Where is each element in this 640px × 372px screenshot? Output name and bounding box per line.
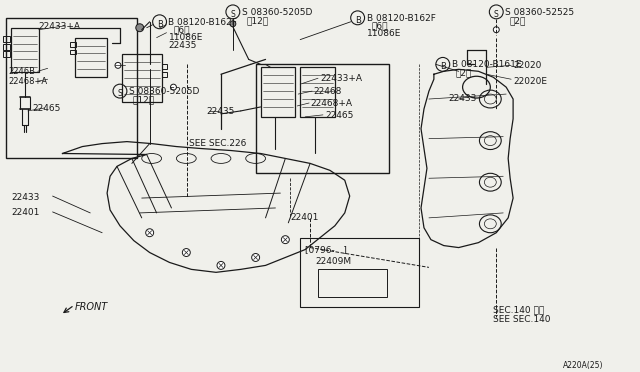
Text: 22465: 22465 bbox=[325, 111, 353, 120]
Text: S 08360-5205D: S 08360-5205D bbox=[129, 87, 199, 96]
Text: S 08360-52525: S 08360-52525 bbox=[505, 8, 574, 17]
Bar bbox=[318, 269, 387, 297]
Text: （2）: （2） bbox=[509, 16, 525, 25]
Bar bbox=[300, 238, 419, 307]
Circle shape bbox=[170, 84, 177, 90]
Text: 22433+A: 22433+A bbox=[39, 22, 81, 31]
Circle shape bbox=[115, 62, 121, 68]
Text: B: B bbox=[440, 62, 445, 71]
Circle shape bbox=[182, 248, 190, 256]
Text: 22435: 22435 bbox=[206, 107, 234, 116]
Text: 22433: 22433 bbox=[11, 193, 40, 202]
Text: SEC.140 参照: SEC.140 参照 bbox=[493, 305, 545, 314]
Text: B: B bbox=[355, 16, 360, 25]
Text: B 08120-B162F: B 08120-B162F bbox=[367, 14, 435, 23]
Bar bbox=[260, 67, 295, 117]
Text: （6）: （6） bbox=[173, 26, 190, 35]
Bar bbox=[3, 36, 10, 42]
Text: 11086E: 11086E bbox=[367, 29, 401, 38]
Text: 11086E: 11086E bbox=[168, 33, 203, 42]
Bar bbox=[3, 44, 10, 49]
Circle shape bbox=[252, 253, 260, 262]
Text: [0796-   ]: [0796- ] bbox=[305, 246, 347, 254]
Bar bbox=[70, 49, 76, 54]
Circle shape bbox=[230, 21, 236, 27]
Text: 22468+A: 22468+A bbox=[310, 99, 352, 108]
Text: SEE SEC.226: SEE SEC.226 bbox=[189, 139, 246, 148]
Text: B: B bbox=[157, 20, 163, 29]
Circle shape bbox=[136, 24, 144, 32]
Text: 22433+A: 22433+A bbox=[320, 74, 362, 83]
Text: S: S bbox=[230, 10, 236, 19]
Text: B 08120-B162F: B 08120-B162F bbox=[168, 18, 237, 27]
Text: SEE SEC.140: SEE SEC.140 bbox=[493, 315, 551, 324]
Circle shape bbox=[217, 262, 225, 269]
Text: 22433: 22433 bbox=[449, 94, 477, 103]
Circle shape bbox=[146, 229, 154, 237]
Text: 2246B: 2246B bbox=[8, 67, 35, 76]
Text: 22020E: 22020E bbox=[513, 77, 547, 86]
Text: （2）: （2） bbox=[456, 68, 472, 77]
Text: 22401: 22401 bbox=[291, 213, 319, 222]
Bar bbox=[11, 28, 39, 72]
Text: FRONT: FRONT bbox=[74, 302, 108, 312]
Bar bbox=[300, 67, 335, 117]
Text: A220A(25): A220A(25) bbox=[563, 362, 603, 371]
Text: B 08120-B161E: B 08120-B161E bbox=[452, 60, 521, 70]
Text: （12）: （12） bbox=[246, 16, 269, 25]
Text: S 08360-5205D: S 08360-5205D bbox=[242, 8, 312, 17]
Bar bbox=[122, 54, 161, 102]
Text: 22401: 22401 bbox=[11, 208, 40, 217]
Bar bbox=[6, 18, 137, 158]
Bar bbox=[70, 42, 76, 46]
Text: 22020: 22020 bbox=[513, 61, 541, 70]
Text: （12）: （12） bbox=[133, 95, 155, 104]
Bar bbox=[3, 51, 10, 57]
Circle shape bbox=[493, 27, 499, 33]
Circle shape bbox=[282, 236, 289, 244]
Text: 22468+A: 22468+A bbox=[8, 77, 47, 86]
Text: 22468: 22468 bbox=[313, 87, 342, 96]
Text: 22465: 22465 bbox=[33, 104, 61, 113]
Text: 22409M: 22409M bbox=[315, 257, 351, 266]
Bar bbox=[255, 64, 389, 173]
Text: 22435: 22435 bbox=[168, 41, 197, 49]
Bar bbox=[76, 38, 107, 77]
Text: （6）: （6） bbox=[371, 22, 388, 31]
Bar bbox=[161, 72, 168, 77]
Bar bbox=[161, 64, 168, 69]
Text: S: S bbox=[494, 10, 499, 19]
Text: S: S bbox=[118, 89, 122, 98]
